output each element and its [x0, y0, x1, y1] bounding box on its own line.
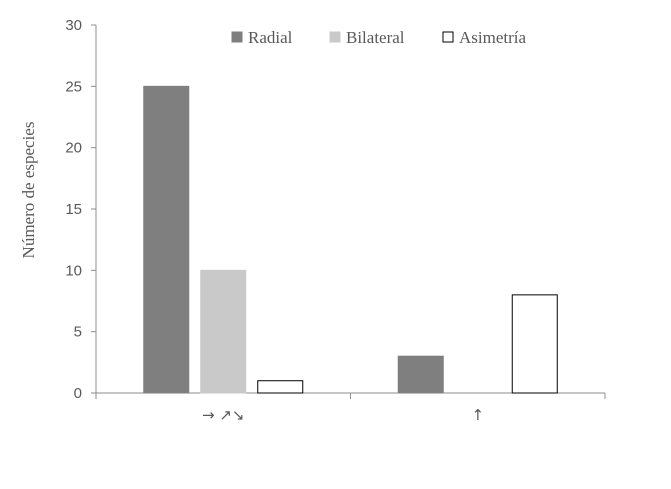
legend-swatch [442, 31, 454, 43]
legend-item: Radial [231, 28, 293, 47]
y-tick-label: 5 [74, 324, 82, 341]
y-axis-title: Número de especies [19, 122, 38, 259]
x-axis: → ↗↘ ↑ [95, 392, 606, 424]
bar-bilateral-1 [200, 269, 247, 394]
legend: Radial Bilateral Asimetría [231, 28, 526, 47]
y-tick-label: 10 [65, 262, 82, 279]
bars [143, 85, 558, 394]
y-tick-label: 30 [65, 17, 82, 34]
legend-label: Radial [248, 28, 293, 47]
y-axis: 0 5 10 15 20 25 30 [65, 17, 97, 402]
legend-item: Bilateral [329, 28, 405, 47]
legend-label: Bilateral [346, 28, 405, 47]
y-tick-label: 15 [65, 201, 82, 218]
bar-radial-2 [397, 355, 444, 394]
legend-item: Asimetría [442, 28, 526, 47]
y-tick-label: 20 [65, 140, 82, 157]
legend-swatch [329, 31, 341, 43]
y-tick-label: 25 [65, 78, 82, 95]
x-category-label: ↑ [471, 406, 484, 424]
bar-radial-1 [143, 85, 190, 394]
x-category-label: → ↗↘ [202, 406, 244, 424]
y-tick-label: 0 [74, 385, 82, 402]
legend-swatch [231, 31, 243, 43]
legend-label: Asimetría [459, 28, 526, 47]
bar-asimetra-2 [511, 294, 558, 394]
bar-asimetra-1 [257, 380, 304, 394]
